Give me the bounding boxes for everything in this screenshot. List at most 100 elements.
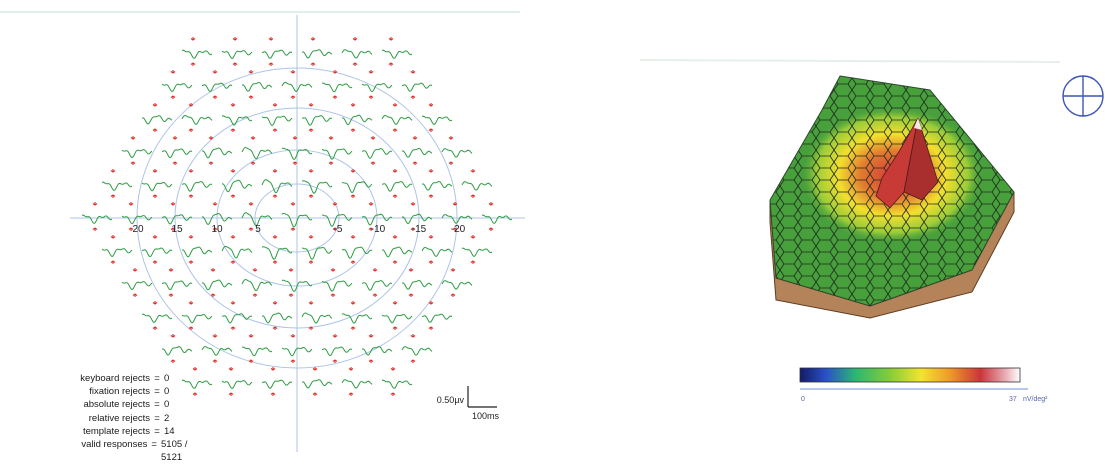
response-trace: [361, 334, 393, 363]
trace-waveform: [421, 180, 453, 191]
peak-marker: [308, 128, 314, 132]
response-trace: [301, 301, 333, 330]
peak-marker: [412, 136, 418, 140]
response-trace: [401, 136, 433, 165]
peak-marker: [310, 37, 316, 41]
eccentricity-labels: 20 15 10 5 -5 -10 -15 -20: [132, 224, 465, 235]
peak-marker: [488, 202, 494, 206]
peak-marker: [470, 235, 476, 239]
reject-statistics: keyboard rejects = 0 fixation rejects = 0 ab…: [40, 372, 210, 464]
peak-marker: [408, 268, 414, 272]
response-trace: [381, 235, 413, 264]
peak-marker: [272, 128, 278, 132]
colorbar-max-label: 37: [1009, 396, 1017, 403]
response-trace: [181, 37, 213, 66]
stat-row: template rejects = 14: [40, 425, 210, 438]
peak-marker: [290, 227, 296, 231]
trace-waveform: [461, 247, 493, 257]
peak-marker: [208, 136, 214, 140]
response-trace: [461, 169, 493, 198]
response-trace: [321, 334, 353, 363]
response-trace: [301, 169, 333, 198]
trace-waveform: [441, 148, 473, 158]
stat-value: 0: [164, 399, 170, 411]
response-trace: [161, 268, 193, 297]
surface-low-spot: [1000, 259, 1014, 277]
peak-marker: [228, 367, 234, 371]
peak-marker: [448, 136, 454, 140]
peak-marker: [130, 136, 136, 140]
peak-marker: [332, 70, 338, 74]
peak-marker: [230, 128, 236, 132]
peak-marker: [152, 260, 158, 264]
peak-marker: [208, 161, 214, 165]
response-trace: [441, 202, 473, 231]
peak-marker: [372, 293, 378, 297]
surface-base: [769, 75, 1015, 319]
response-trace: [221, 235, 253, 264]
trace-waveform: [281, 279, 313, 293]
trace-waveform: [181, 246, 213, 258]
peak-marker: [188, 326, 194, 330]
ecc-label: -20: [451, 224, 466, 235]
response-trace: [441, 136, 473, 165]
peak-marker: [312, 367, 318, 371]
response-trace: [401, 268, 433, 297]
trace-waveform: [301, 115, 333, 126]
ecc-label: -15: [412, 224, 427, 235]
peak-marker: [290, 70, 296, 74]
peak-marker: [350, 194, 356, 198]
peak-marker: [152, 128, 158, 132]
peak-marker: [450, 268, 456, 272]
response-trace: [421, 169, 453, 198]
trace-waveform: [121, 215, 153, 225]
response-trace: [281, 70, 313, 99]
trace-waveform: [361, 213, 393, 226]
peak-marker: [308, 260, 314, 264]
response-trace: [381, 301, 413, 330]
peak-marker: [170, 202, 176, 206]
trace-waveform: [421, 115, 453, 126]
peak-marker: [250, 161, 256, 165]
trace-waveform: [261, 115, 293, 127]
peak-marker: [288, 293, 294, 297]
response-trace: [141, 103, 173, 132]
peak-marker: [308, 301, 314, 305]
stat-value: 14: [164, 425, 175, 437]
peak-marker: [470, 260, 476, 264]
peak-marker: [272, 326, 278, 330]
colorbar: 0 37 nV/deg²: [799, 367, 1048, 403]
trace-waveform: [401, 346, 433, 356]
ecc-label: 10: [211, 224, 223, 235]
response-trace: [241, 202, 273, 231]
peak-marker: [290, 95, 296, 99]
trace-waveform: [141, 313, 173, 324]
trace-waveform: [201, 345, 233, 356]
response-trace: [221, 37, 253, 66]
trace-waveform: [281, 212, 313, 228]
response-trace: [361, 136, 393, 165]
response-trace: [381, 103, 413, 132]
peak-marker: [228, 392, 234, 396]
trace-waveform: [161, 148, 193, 159]
peak-marker: [392, 169, 398, 173]
peak-marker: [172, 161, 178, 165]
trace-array-plot: 20 15 10 5 -5 -10 -15 -20 0.50µv 100ms: [0, 11, 525, 452]
response-trace: [261, 367, 293, 396]
peak-marker: [132, 293, 138, 297]
response-trace: [341, 103, 373, 132]
peak-marker: [152, 103, 158, 107]
peak-marker: [292, 161, 298, 165]
peak-marker: [328, 136, 334, 140]
trace-waveform: [461, 181, 493, 191]
scale-amplitude-label: 0.50µv: [437, 395, 465, 405]
peak-marker: [428, 169, 434, 173]
response-trace: [101, 169, 133, 198]
peak-marker: [192, 367, 198, 371]
response-trace: [161, 334, 193, 363]
peak-marker: [428, 260, 434, 264]
peak-marker: [392, 260, 398, 264]
response-trace: [121, 268, 153, 297]
response-trace: [261, 103, 293, 132]
peak-marker: [352, 37, 358, 41]
